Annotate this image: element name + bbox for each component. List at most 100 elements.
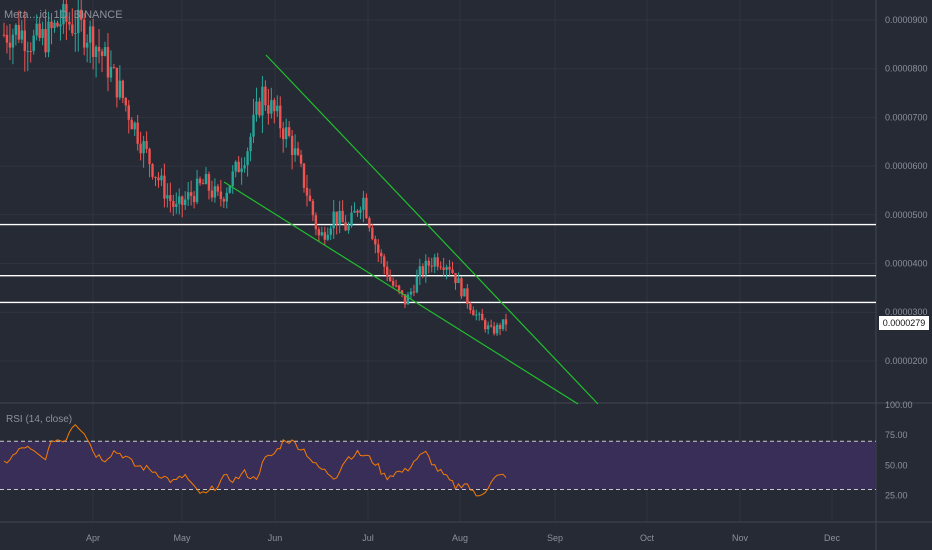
candle-body (154, 176, 157, 178)
time-label-apr: Apr (86, 533, 100, 543)
candle-body (216, 186, 220, 192)
candle-body (394, 285, 398, 287)
rsi-tick-label-3: 25.00 (885, 491, 908, 501)
candle-body (365, 197, 368, 219)
candle-body (139, 143, 142, 154)
candle-body (270, 100, 273, 114)
candle-body (397, 285, 401, 291)
candle-body (326, 234, 329, 240)
candle-body (47, 21, 50, 53)
candle-body (299, 154, 303, 164)
candle-body (403, 294, 407, 305)
candle-body (258, 101, 261, 116)
candle-body (388, 277, 392, 281)
candle-body (472, 310, 475, 316)
candle-body (240, 168, 243, 173)
candle-body (53, 22, 56, 29)
candle-body (65, 4, 68, 22)
candle-body (332, 211, 335, 229)
candle-body (469, 303, 472, 311)
candle-body (276, 105, 279, 112)
candle-body (341, 210, 344, 223)
candle-body (481, 313, 484, 321)
candle-body (38, 23, 41, 38)
candle-body (308, 195, 312, 201)
candle-body (115, 67, 119, 98)
candle-body (350, 212, 353, 227)
candle-body (371, 227, 374, 240)
candle-body (85, 42, 89, 48)
candle-body (424, 260, 427, 275)
candle-body (353, 210, 356, 213)
candle-body (106, 47, 110, 78)
candle-body (172, 201, 175, 207)
candle-body (5, 34, 9, 43)
candle-body (391, 280, 395, 286)
candle-body (433, 257, 436, 267)
candle-body (26, 51, 29, 53)
price-tick-label-0: 0.0000900 (885, 15, 928, 25)
candle-body (181, 196, 184, 205)
candle-body (495, 324, 499, 334)
candle-body (8, 42, 12, 48)
candle-body (186, 192, 190, 200)
candle-body (368, 218, 371, 228)
candle-body (314, 215, 318, 230)
candle-body (243, 165, 246, 169)
candle-body (157, 177, 160, 181)
price-tick-label-5: 0.0000400 (885, 259, 928, 269)
candle-body (142, 141, 145, 154)
candle-body (489, 325, 493, 327)
candle-body (293, 148, 297, 155)
candle-body (192, 195, 196, 203)
candle-body (17, 24, 21, 40)
candle-body (466, 288, 469, 304)
candle-body (100, 51, 104, 56)
candle-body (68, 21, 71, 25)
candle-body (59, 24, 62, 27)
time-label-dec: Dec (824, 533, 841, 543)
rsi-tick-label-0: 100.00 (885, 400, 913, 410)
time-label-aug: Aug (452, 533, 468, 543)
candle-body (148, 148, 151, 165)
candle-body (475, 314, 478, 316)
candle-body (124, 98, 127, 106)
candle-body (231, 171, 234, 187)
candle-body (439, 266, 442, 268)
candle-body (97, 46, 101, 52)
candle-body (151, 164, 154, 177)
candle-body (400, 290, 404, 295)
candle-body (264, 86, 267, 106)
candle-body (201, 183, 205, 185)
candle-body (94, 46, 98, 57)
candle-body (267, 105, 270, 114)
candle-body (2, 34, 6, 36)
candle-body (492, 326, 496, 334)
rsi-tick-label-1: 75.00 (885, 430, 908, 440)
candle-body (377, 244, 380, 253)
candle-body (427, 260, 430, 266)
last-price-tag: 0.0000279 (879, 316, 929, 330)
candle-body (44, 28, 47, 53)
candle-body (311, 200, 315, 216)
candle-body (478, 313, 481, 315)
rsi-band-fill (0, 441, 876, 490)
candle-body (415, 276, 419, 293)
wedge-upper-trendline (265, 54, 599, 405)
candle-body (421, 266, 425, 275)
candle-body (436, 257, 439, 267)
candle-body (290, 135, 294, 155)
candle-body (305, 187, 309, 196)
candle-body (210, 190, 214, 198)
candle-body (296, 148, 300, 155)
price-tick-label-4: 0.0000500 (885, 210, 928, 220)
candle-body (484, 320, 487, 330)
time-label-may: May (173, 533, 191, 543)
candle-body (445, 266, 448, 270)
rsi-legend[interactable]: RSI (14, close) (6, 414, 73, 425)
candle-body (302, 163, 306, 188)
time-label-sep: Sep (547, 533, 563, 543)
symbol-legend[interactable]: Meta…ic, 1D, BINANCE (4, 9, 123, 21)
